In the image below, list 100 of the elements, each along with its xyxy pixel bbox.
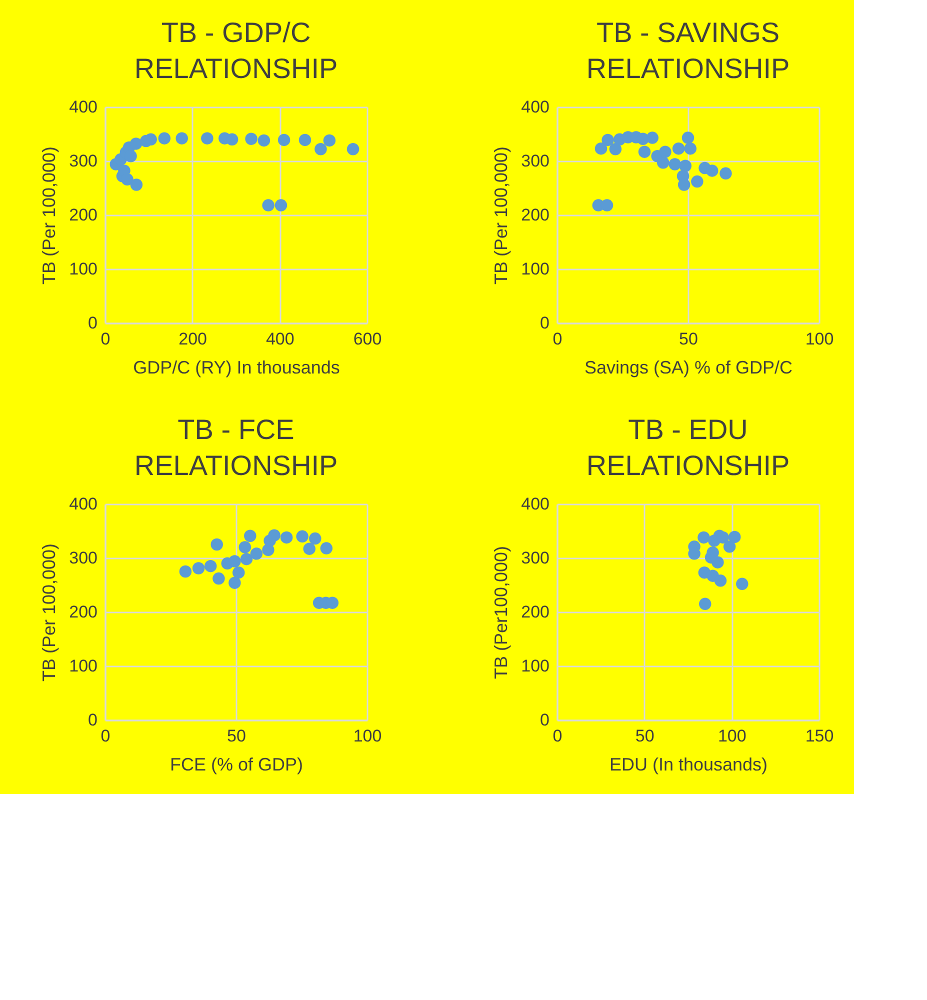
- y-tick-label: 0: [88, 314, 98, 332]
- x-tick-label: 400: [266, 330, 294, 348]
- point: [684, 142, 696, 155]
- point: [298, 134, 312, 146]
- point: [280, 531, 293, 544]
- point: [320, 542, 333, 554]
- y-tick-label: 0: [88, 710, 98, 730]
- y-tick-label: 0: [540, 710, 550, 730]
- point: [201, 132, 214, 144]
- point: [714, 574, 727, 587]
- point: [678, 178, 690, 191]
- point: [130, 138, 142, 150]
- point: [232, 566, 245, 579]
- point: [176, 132, 188, 144]
- point: [278, 134, 290, 146]
- point: [179, 565, 192, 578]
- x-tick-label: 50: [227, 726, 246, 746]
- x-tick-label: 200: [178, 330, 208, 348]
- point: [250, 548, 263, 560]
- y-tick-label: 100: [521, 656, 550, 676]
- point: [274, 199, 288, 212]
- point: [706, 164, 718, 177]
- x-axis-title: EDU (In thousands): [609, 754, 768, 774]
- point: [736, 578, 748, 590]
- chart-title: TB - GDP/C RELATIONSHIP: [134, 17, 338, 84]
- x-tick-label: 0: [100, 330, 110, 348]
- x-axis-title: GDP/C (RY) In thousands: [133, 358, 340, 378]
- point: [698, 598, 712, 610]
- point: [698, 531, 710, 544]
- x-tick-label: 0: [100, 726, 110, 746]
- y-axis-title: TB (Per 100,000): [491, 146, 512, 285]
- point: [212, 572, 225, 585]
- point: [258, 134, 270, 147]
- chart-title: TB - EDU RELATIONSHIP: [586, 414, 790, 481]
- x-tick-label: 100: [805, 330, 834, 348]
- y-tick-label: 200: [69, 206, 98, 224]
- point: [346, 143, 360, 156]
- point: [659, 146, 672, 158]
- y-tick-label: 400: [521, 98, 550, 116]
- y-axis-title: TB (Per100,000): [491, 546, 512, 680]
- y-tick-label: 100: [521, 260, 550, 278]
- point: [192, 562, 205, 574]
- point: [682, 132, 694, 144]
- x-tick-label: 600: [353, 330, 382, 348]
- y-tick-label: 400: [521, 494, 550, 514]
- point: [638, 146, 651, 158]
- point: [712, 556, 724, 568]
- y-tick-label: 300: [521, 152, 550, 170]
- point: [262, 199, 274, 212]
- point: [656, 156, 670, 169]
- x-tick-label: 100: [718, 726, 746, 746]
- point: [121, 173, 134, 186]
- y-tick-label: 200: [521, 602, 550, 622]
- point: [158, 132, 171, 144]
- point: [238, 541, 252, 554]
- point: [668, 158, 682, 170]
- y-tick-label: 200: [69, 602, 98, 622]
- point: [303, 542, 316, 555]
- y-tick-label: 200: [521, 206, 550, 224]
- point: [594, 142, 608, 155]
- y-tick-label: 300: [521, 548, 550, 568]
- y-tick-label: 400: [69, 98, 98, 116]
- y-tick-label: 400: [69, 494, 98, 514]
- chart-title: TB - FCE RELATIONSHIP: [134, 414, 338, 481]
- y-axis-title: TB (Per 100,000): [39, 543, 60, 682]
- point: [204, 560, 217, 572]
- x-tick-label: 100: [353, 726, 382, 746]
- x-tick-label: 50: [679, 330, 698, 348]
- point: [723, 540, 736, 553]
- point: [720, 167, 732, 180]
- x-tick-label: 50: [635, 726, 654, 746]
- point: [130, 178, 143, 191]
- y-tick-label: 100: [69, 656, 98, 676]
- x-tick-label: 0: [552, 726, 562, 746]
- point: [323, 134, 336, 147]
- y-tick-label: 300: [69, 548, 98, 568]
- point: [228, 576, 241, 589]
- point: [609, 143, 622, 156]
- point: [679, 160, 692, 172]
- y-tick-label: 0: [540, 314, 550, 332]
- point: [646, 132, 658, 144]
- x-tick-label: 150: [805, 726, 834, 746]
- point: [672, 142, 685, 155]
- point: [602, 134, 614, 146]
- chart-title: TB - SAVINGS RELATIONSHIP: [586, 17, 790, 84]
- y-tick-label: 100: [69, 260, 98, 278]
- y-axis-title: TB (Per 100,000): [39, 146, 60, 285]
- point: [309, 532, 322, 545]
- point: [240, 552, 253, 566]
- point: [296, 530, 308, 543]
- point: [268, 529, 280, 542]
- x-axis-title: FCE (% of GDP): [170, 754, 304, 774]
- y-tick-label: 300: [69, 152, 98, 170]
- point: [314, 143, 327, 156]
- point: [691, 175, 704, 188]
- x-tick-label: 0: [552, 330, 562, 348]
- point: [228, 555, 241, 568]
- x-axis-title: Savings (SA) % of GDP/C: [584, 358, 793, 378]
- point: [244, 530, 256, 542]
- point: [210, 538, 223, 551]
